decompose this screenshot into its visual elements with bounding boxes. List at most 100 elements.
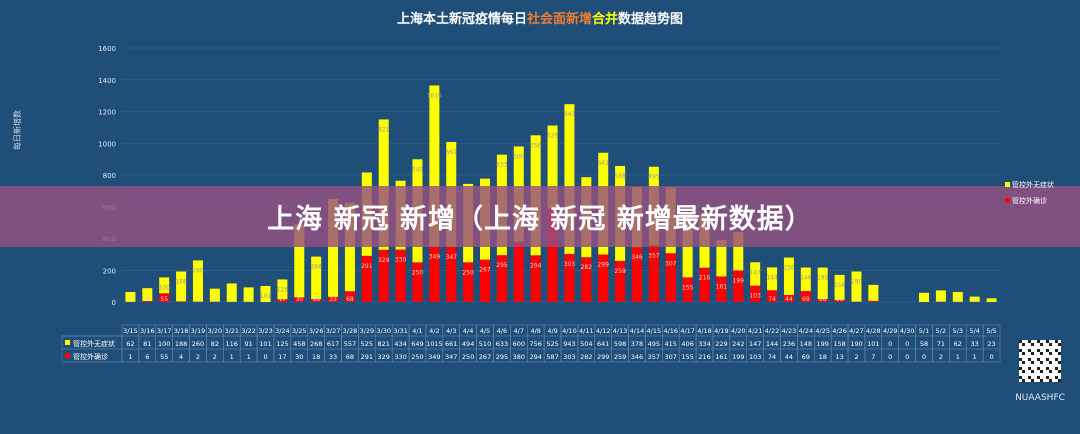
bar-red	[750, 285, 761, 302]
data-label-red: 329	[378, 257, 390, 264]
bar-red	[463, 262, 474, 302]
table-cell-yellow: 144	[766, 340, 778, 348]
legend-item-red: 管控外确诊	[1005, 196, 1047, 206]
data-label-yellow: 598	[614, 173, 626, 180]
data-label-yellow: 943	[564, 111, 576, 118]
bar-yellow	[176, 271, 187, 302]
table-cell-red: 33	[329, 353, 337, 361]
table-header-date: 4/26	[832, 327, 847, 335]
table-header-date: 3/18	[174, 327, 189, 335]
table-cell-yellow: 943	[563, 340, 575, 348]
bar-yellow	[226, 283, 237, 302]
bar-red	[328, 296, 339, 302]
data-label-red: 161	[716, 283, 728, 290]
table-header-date: 4/14	[630, 327, 645, 335]
data-label-yellow: 236	[783, 265, 795, 272]
bar-red	[817, 299, 828, 302]
bar-yellow	[750, 262, 761, 286]
table-cell-yellow: 101	[259, 340, 271, 348]
data-label-red: 303	[564, 261, 576, 268]
table-header-date: 3/20	[208, 327, 223, 335]
y-axis-label: 每日新增数	[13, 110, 22, 150]
data-label-red: 1	[230, 296, 234, 303]
table-cell-yellow: 158	[833, 340, 845, 348]
bar-yellow	[429, 85, 440, 247]
table-cell-red: 7	[871, 353, 875, 361]
table-row-label: 管控外无症状	[73, 339, 115, 348]
table-cell-red: 282	[580, 353, 592, 361]
table-cell-yellow: 378	[631, 340, 643, 348]
bar-red	[294, 297, 305, 302]
table-header-date: 4/13	[613, 327, 628, 335]
data-label-red: 307	[665, 260, 677, 267]
data-label-yellow: 260	[192, 267, 204, 274]
table-cell-yellow: 661	[445, 340, 457, 348]
table-cell-red: 0	[922, 353, 926, 361]
data-label-red: 291	[361, 263, 373, 270]
table-cell-yellow: 71	[937, 340, 945, 348]
data-label-yellow: 148	[800, 275, 812, 282]
bar-yellow	[834, 274, 845, 300]
table-cell-red: 17	[278, 353, 286, 361]
table-cell-red: 380	[513, 353, 525, 361]
table-cell-yellow: 81	[143, 340, 151, 348]
table-cell-yellow: 633	[496, 340, 508, 348]
data-label-yellow: 633	[496, 162, 508, 169]
table-cell-yellow: 148	[800, 340, 812, 348]
y-tick-label: 1600	[98, 45, 116, 53]
table-cell-red: 307	[665, 353, 677, 361]
bar-yellow	[851, 271, 862, 302]
table-header-date: 4/28	[866, 327, 881, 335]
table-cell-red: 1	[973, 353, 977, 361]
data-label-red: 347	[446, 254, 458, 261]
table-cell-red: 18	[312, 353, 320, 361]
table-header-date: 3/16	[140, 327, 155, 335]
table-header-date: 4/11	[579, 327, 594, 335]
bar-yellow	[868, 284, 879, 301]
table-header-date: 4/19	[714, 327, 729, 335]
table-header-date: 3/26	[309, 327, 324, 335]
table-header-date: 3/22	[241, 327, 256, 335]
bar-red	[665, 253, 676, 302]
table-cell	[982, 324, 1001, 363]
table-header-date: 4/27	[849, 327, 864, 335]
qr-code-image	[1019, 340, 1061, 382]
table-cell-red: 1	[230, 353, 234, 361]
bar-yellow	[767, 267, 778, 291]
table-header-date: 4/21	[748, 327, 763, 335]
bar-red	[682, 277, 693, 302]
y-tick-label: 0	[112, 299, 116, 307]
bar-yellow	[142, 288, 153, 302]
table-cell-yellow: 557	[344, 340, 356, 348]
table-cell-yellow: 649	[411, 340, 423, 348]
table-cell-red: 299	[597, 353, 609, 361]
data-label-red: 44	[785, 296, 793, 303]
bar-red	[378, 249, 389, 302]
data-label-yellow: 268	[310, 264, 322, 271]
data-label-red: 330	[395, 257, 407, 264]
table-header-date: 3/21	[224, 327, 239, 335]
headline-banner: 上海 新冠 新增（上海 新冠 新增最新数据）	[0, 186, 1080, 247]
watermark-label: NUAASHFC	[1015, 393, 1065, 403]
table-header-date: 5/1	[919, 327, 929, 335]
table-header-date: 3/27	[326, 327, 341, 335]
table-cell-red: 294	[529, 353, 541, 361]
table-cell-red: 0	[989, 353, 993, 361]
bar-red	[311, 299, 322, 302]
data-label-red: 259	[614, 268, 626, 275]
table-header-date: 3/23	[258, 327, 273, 335]
bar-yellow	[192, 260, 203, 302]
data-label-yellow: 600	[513, 153, 525, 160]
y-tick-label: 1400	[98, 77, 116, 85]
bar-red	[783, 295, 794, 302]
table-cell-red: 347	[445, 353, 457, 361]
table-cell-yellow: 229	[715, 340, 727, 348]
table-header-date: 4/20	[731, 327, 746, 335]
bar-yellow	[328, 198, 339, 297]
data-label-yellow: 190	[851, 279, 863, 286]
bar-yellow	[209, 288, 220, 302]
bar-yellow	[952, 291, 963, 302]
table-cell-yellow: 525	[546, 340, 558, 348]
table-header-date: 4/3	[446, 327, 456, 335]
bar-yellow	[277, 279, 288, 300]
